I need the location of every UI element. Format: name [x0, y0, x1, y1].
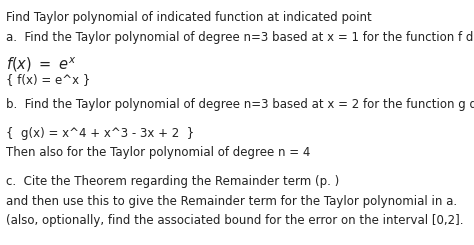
Text: Then also for the Taylor polynomial of degree n = 4: Then also for the Taylor polynomial of d… [6, 146, 310, 159]
Text: (also, optionally, find the associated bound for the error on the interval [0,2]: (also, optionally, find the associated b… [6, 214, 463, 227]
Text: c.  Cite the Theorem regarding the Remainder term (p. ): c. Cite the Theorem regarding the Remain… [6, 175, 339, 188]
Text: and then use this to give the Remainder term for the Taylor polynomial in a.: and then use this to give the Remainder … [6, 195, 457, 208]
Text: Find Taylor polynomial of indicated function at indicated point: Find Taylor polynomial of indicated func… [6, 11, 372, 24]
Text: b.  Find the Taylor polynomial of degree n=3 based at x = 2 for the function g d: b. Find the Taylor polynomial of degree … [6, 98, 474, 111]
Text: {  g(x) = x^4 + x^3 - 3x + 2  }: { g(x) = x^4 + x^3 - 3x + 2 } [6, 127, 194, 140]
Text: $f(x)\ =\ e^{x}$: $f(x)\ =\ e^{x}$ [6, 55, 76, 74]
Text: a.  Find the Taylor polynomial of degree n=3 based at x = 1 for the function f d: a. Find the Taylor polynomial of degree … [6, 31, 474, 44]
Text: { f(x) = e^x }: { f(x) = e^x } [6, 74, 90, 86]
